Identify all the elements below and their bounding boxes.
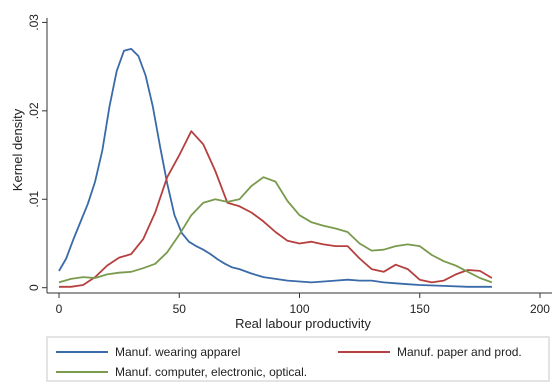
x-tick-label: 100 [289,302,309,316]
series-line-manuf-wearing-apparel [58,48,492,288]
series-layer [58,48,493,288]
x-tick-label: 50 [173,302,187,316]
x-tick-label: 200 [530,302,550,316]
series-line-manuf-computer-electronic-optical [58,176,493,284]
x-axis-title: Real labour productivity [235,316,371,331]
legend-box [46,336,550,382]
y-tick-label: 0 [27,284,41,291]
x-tick-label: 0 [56,302,63,316]
y-tick-label: .01 [27,191,41,208]
y-tick-label: .02 [27,102,41,119]
y-tick-label: .03 [27,14,41,31]
x-tick-label: 150 [410,302,430,316]
ticks-layer: 0 50 100 150 200 0 .01 .02 .03 [27,14,550,316]
legend-label-paper: Manuf. paper and prod. [397,345,522,359]
legend-label-wearing-apparel: Manuf. wearing apparel [115,345,240,359]
series-line-manuf-paper-and-prod [59,130,493,288]
y-axis-title: Kernel density [10,108,25,191]
legend: Manuf. wearing apparel Manuf. paper and … [56,345,522,379]
legend-label-computer: Manuf. computer, electronic, optical. [115,365,307,379]
